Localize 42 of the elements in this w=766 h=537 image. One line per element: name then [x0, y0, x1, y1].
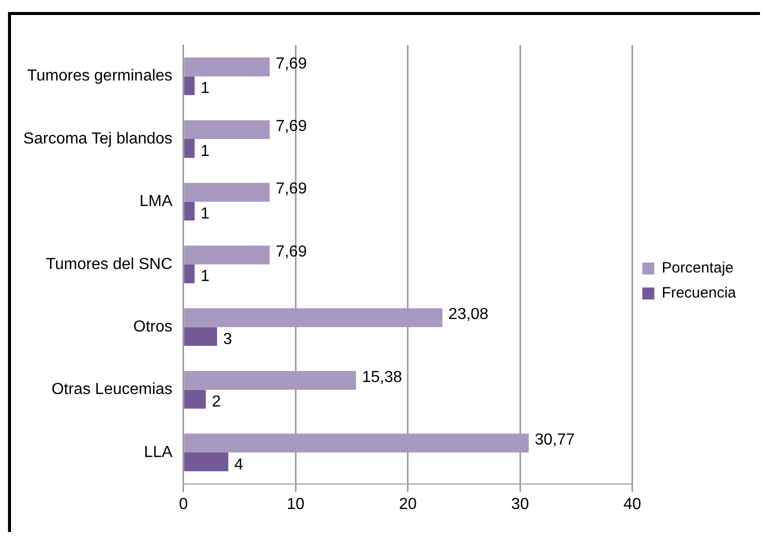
data-label: 30,77	[534, 431, 575, 448]
bar	[184, 182, 270, 202]
data-label: 7,69	[276, 180, 307, 198]
bar	[184, 76, 195, 96]
y-tick-label: Otros	[133, 318, 172, 336]
bar	[184, 120, 270, 140]
bar	[184, 308, 442, 328]
data-label: 1	[200, 80, 210, 98]
data-label: 7,69	[276, 243, 307, 260]
data-label: 23,08	[448, 306, 489, 324]
data-label: 2	[212, 394, 221, 411]
bar	[184, 434, 529, 452]
bar	[184, 58, 270, 76]
data-label: 1	[200, 142, 210, 160]
bar	[184, 264, 195, 284]
data-label: 15,38	[362, 368, 402, 386]
y-tick-label: Tumores del SNC	[46, 256, 172, 273]
x-tick-label: 20	[398, 496, 417, 513]
y-tick-label: LLA	[144, 444, 173, 461]
legend-label: Porcentaje	[662, 260, 734, 277]
data-label: 7,69	[276, 118, 307, 136]
data-label: 7,69	[276, 55, 307, 72]
x-tick-label: 0	[178, 496, 188, 513]
y-tick-label: Tumores germinales	[27, 68, 172, 85]
bar	[184, 452, 228, 472]
y-tick-label: Sarcoma Tej blandos	[23, 130, 172, 148]
x-tick-label: 10	[286, 496, 305, 513]
bar	[184, 370, 356, 390]
data-label: 3	[223, 330, 232, 348]
x-tick-label: 30	[511, 496, 530, 513]
data-label: 1	[200, 268, 210, 286]
bar	[184, 327, 218, 346]
data-label: 1	[200, 206, 210, 223]
bar	[184, 390, 206, 409]
bar	[184, 246, 270, 264]
bar	[184, 139, 195, 158]
bar	[184, 202, 195, 221]
y-tick-label: Otras Leucemias	[51, 381, 172, 398]
y-tick-label: LMA	[140, 193, 173, 210]
data-label: 4	[234, 456, 244, 474]
legend-label: Frecuencia	[662, 284, 737, 302]
x-tick-label: 40	[623, 496, 642, 513]
